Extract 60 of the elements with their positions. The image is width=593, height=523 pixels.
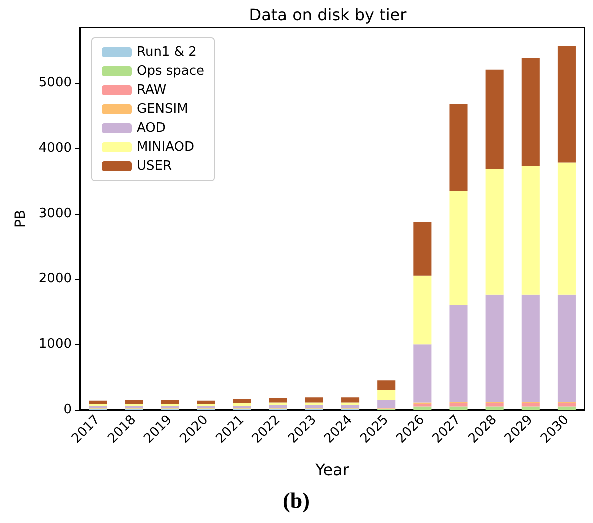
bar bbox=[89, 400, 108, 404]
bar bbox=[269, 405, 288, 408]
legend-label: USER bbox=[137, 159, 172, 174]
legend-label: GENSIM bbox=[137, 102, 188, 117]
bar bbox=[450, 192, 468, 306]
y-tick-label: 3000 bbox=[38, 206, 72, 222]
bar bbox=[161, 400, 180, 404]
bar bbox=[378, 390, 396, 400]
bar bbox=[486, 294, 504, 402]
bar bbox=[197, 400, 216, 404]
bar bbox=[450, 403, 468, 407]
bar bbox=[233, 400, 252, 404]
bar bbox=[486, 70, 504, 170]
legend-label: Run1 & 2 bbox=[137, 45, 197, 60]
x-axis-title: Year bbox=[314, 460, 350, 480]
bar bbox=[414, 344, 432, 403]
bar bbox=[486, 169, 504, 295]
bar bbox=[522, 294, 540, 402]
bar bbox=[125, 400, 144, 404]
bar bbox=[342, 398, 360, 403]
bar bbox=[522, 166, 540, 295]
bar bbox=[450, 104, 468, 192]
legend-label: AOD bbox=[137, 121, 166, 136]
bar bbox=[269, 402, 288, 406]
y-tick-label: 4000 bbox=[38, 140, 72, 156]
y-tick-label: 2000 bbox=[38, 272, 72, 287]
bar bbox=[342, 402, 360, 406]
bar bbox=[305, 402, 324, 406]
y-tick-label: 1000 bbox=[38, 337, 72, 352]
bar bbox=[486, 403, 504, 407]
bar bbox=[378, 380, 396, 390]
bar bbox=[558, 46, 576, 163]
bar bbox=[414, 276, 432, 345]
legend-label: Ops space bbox=[137, 64, 205, 79]
bar bbox=[450, 305, 468, 402]
bar bbox=[450, 406, 468, 410]
bar bbox=[414, 404, 432, 407]
text: (b) bbox=[282, 488, 311, 514]
bar bbox=[558, 162, 576, 295]
bar bbox=[305, 398, 324, 403]
bar bbox=[414, 222, 432, 276]
bar bbox=[522, 406, 540, 410]
y-tick-label: 0 bbox=[64, 402, 72, 418]
bar bbox=[558, 294, 576, 402]
bar bbox=[269, 398, 288, 403]
bar bbox=[342, 405, 360, 408]
chart-title: Data on disk by tier bbox=[249, 6, 408, 24]
legend-label: MINIAOD bbox=[137, 140, 195, 155]
legend-label: RAW bbox=[137, 83, 167, 98]
bar bbox=[522, 403, 540, 407]
bar bbox=[522, 58, 540, 166]
y-axis-title: PB bbox=[13, 210, 30, 228]
bar bbox=[558, 403, 576, 407]
bar bbox=[558, 406, 576, 410]
bar bbox=[486, 406, 504, 410]
y-tick-label: 5000 bbox=[38, 75, 72, 90]
bar bbox=[414, 406, 432, 410]
bar bbox=[233, 403, 252, 406]
bar bbox=[305, 405, 324, 408]
bar bbox=[378, 400, 396, 408]
